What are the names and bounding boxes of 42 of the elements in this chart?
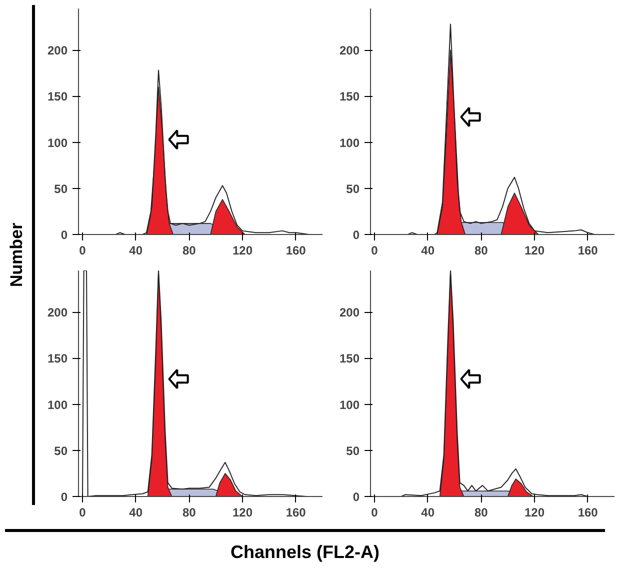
y-tick-label: 200 [47, 44, 68, 58]
y-tick-label: 200 [339, 44, 360, 58]
x-tick-label: 80 [474, 506, 488, 520]
x-tick-label: 160 [286, 244, 306, 258]
y-tick-label: 150 [47, 352, 68, 366]
x-tick-label: 0 [79, 506, 86, 520]
y-tick-label: 50 [346, 182, 360, 196]
y-tick-label: 150 [339, 90, 360, 104]
y-tick-label: 150 [339, 352, 360, 366]
y-tick-label: 50 [54, 444, 68, 458]
y-tick-label: 0 [60, 490, 68, 504]
x-tick-label: 160 [578, 506, 598, 520]
y-tick-label: 0 [352, 228, 360, 242]
x-tick-label: 40 [129, 506, 143, 520]
x-tick-label: 120 [232, 244, 253, 258]
y-tick-label: 0 [352, 490, 360, 504]
x-axis-title: Channels (FL2-A) [230, 541, 380, 564]
x-tick-label: 160 [286, 506, 306, 520]
x-tick-label: 80 [182, 506, 196, 520]
x-tick-label: 160 [578, 244, 598, 258]
y-tick-label: 200 [47, 306, 68, 320]
y-tick-label: 100 [47, 136, 68, 150]
y-axis-title: Number [6, 222, 27, 288]
x-tick-label: 80 [474, 244, 488, 258]
x-tick-label: 0 [371, 506, 378, 520]
x-tick-label: 0 [79, 244, 86, 258]
x-tick-label: 40 [421, 244, 435, 258]
x-tick-label: 40 [421, 506, 435, 520]
y-tick-label: 50 [54, 182, 68, 196]
y-tick-label: 50 [346, 444, 360, 458]
y-tick-label: 100 [339, 136, 360, 150]
y-tick-label: 100 [47, 398, 68, 412]
x-tick-label: 80 [182, 244, 196, 258]
y-tick-label: 200 [339, 306, 360, 320]
y-tick-label: 0 [60, 228, 68, 242]
x-tick-label: 120 [232, 506, 253, 520]
x-tick-label: 120 [524, 506, 545, 520]
x-tick-label: 0 [371, 244, 378, 258]
y-tick-label: 100 [339, 398, 360, 412]
x-tick-label: 40 [129, 244, 143, 258]
y-tick-label: 150 [47, 90, 68, 104]
x-tick-label: 120 [524, 244, 545, 258]
